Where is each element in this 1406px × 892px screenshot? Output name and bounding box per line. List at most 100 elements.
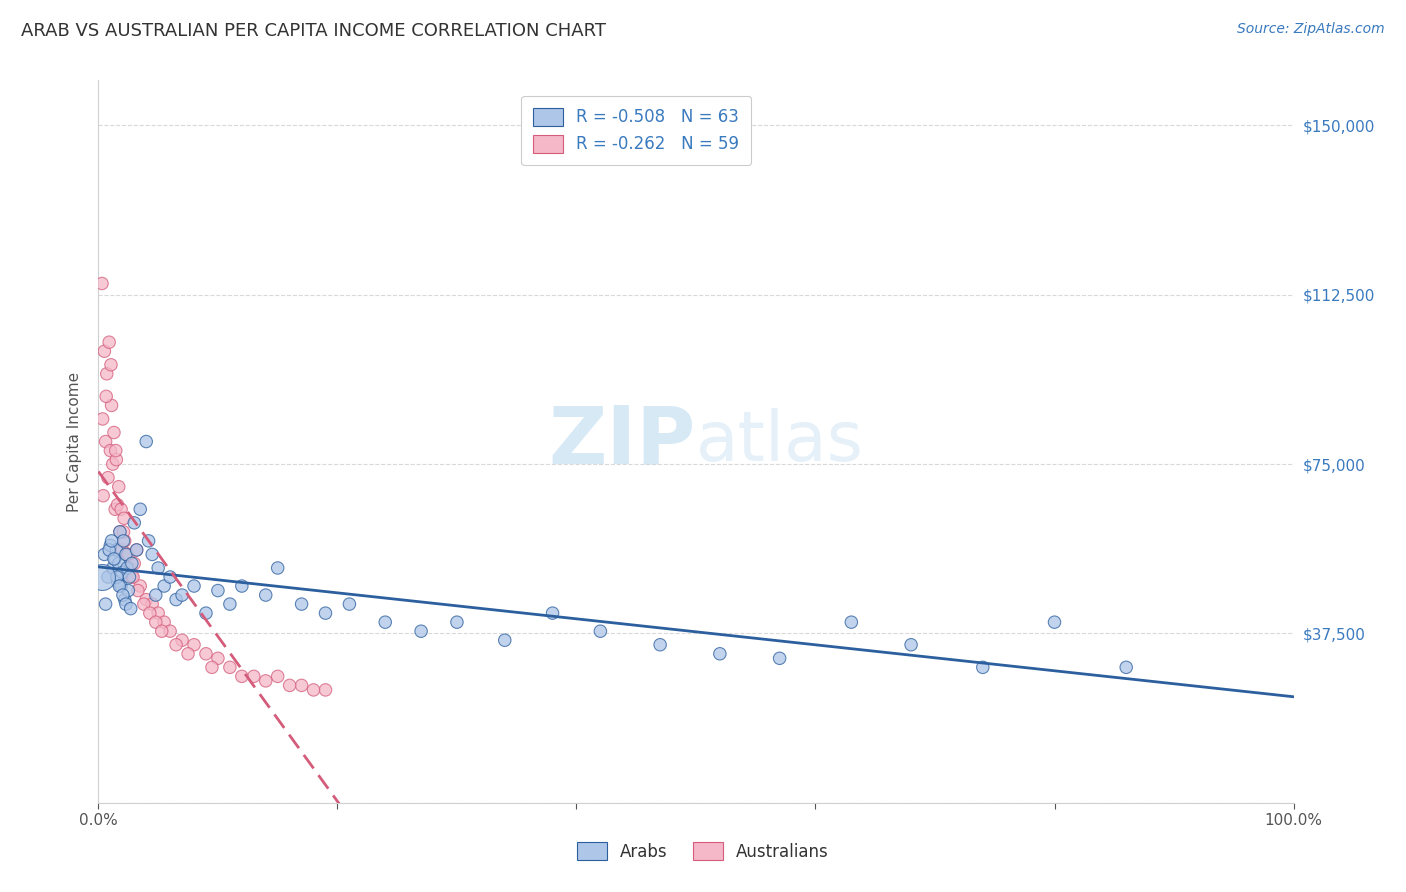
Point	[110, 579, 132, 593]
Point	[411, 624, 433, 639]
Point	[315, 682, 337, 697]
Point	[132, 597, 155, 611]
Point	[94, 597, 117, 611]
Point	[103, 425, 125, 440]
Point	[100, 358, 122, 372]
Point	[446, 615, 468, 630]
Point	[302, 682, 325, 697]
Point	[141, 548, 163, 562]
Point	[108, 524, 131, 539]
Point	[91, 277, 114, 291]
Y-axis label: Per Capita Income: Per Capita Income	[67, 371, 83, 512]
Point	[153, 615, 176, 630]
Text: Source: ZipAtlas.com: Source: ZipAtlas.com	[1237, 22, 1385, 37]
Point	[254, 588, 277, 602]
Point	[315, 606, 337, 620]
Point	[159, 570, 181, 584]
Point	[115, 548, 138, 562]
Point	[97, 470, 120, 484]
Point	[118, 570, 141, 584]
Point	[105, 542, 128, 557]
Point	[172, 588, 194, 602]
Point	[129, 579, 152, 593]
Point	[841, 615, 863, 630]
Point	[172, 633, 194, 648]
Point	[145, 588, 167, 602]
Point	[105, 452, 128, 467]
Point	[541, 606, 564, 620]
Point	[111, 566, 134, 580]
Point	[195, 606, 218, 620]
Point	[125, 542, 148, 557]
Point	[112, 511, 135, 525]
Point	[183, 579, 205, 593]
Point	[1043, 615, 1066, 630]
Point	[267, 669, 290, 683]
Point	[709, 647, 731, 661]
Point	[135, 434, 157, 449]
Point	[141, 597, 163, 611]
Point	[148, 561, 170, 575]
Point	[91, 412, 114, 426]
Text: atlas: atlas	[696, 408, 863, 475]
Point	[374, 615, 396, 630]
Point	[112, 533, 135, 548]
Point	[104, 443, 127, 458]
Point	[650, 638, 672, 652]
Point	[104, 502, 127, 516]
Point	[165, 592, 187, 607]
Point	[1115, 660, 1137, 674]
Point	[115, 561, 138, 575]
Point	[110, 502, 132, 516]
Point	[114, 533, 136, 548]
Point	[243, 669, 266, 683]
Point	[127, 583, 149, 598]
Point	[339, 597, 361, 611]
Point	[589, 624, 612, 639]
Point	[219, 660, 242, 674]
Point	[972, 660, 994, 674]
Text: ARAB VS AUSTRALIAN PER CAPITA INCOME CORRELATION CHART: ARAB VS AUSTRALIAN PER CAPITA INCOME COR…	[21, 22, 606, 40]
Point	[148, 606, 170, 620]
Text: ZIP: ZIP	[548, 402, 696, 481]
Point	[291, 678, 314, 692]
Point	[135, 592, 157, 607]
Point	[98, 542, 121, 557]
Point	[195, 647, 218, 661]
Point	[108, 579, 131, 593]
Point	[91, 489, 114, 503]
Point	[125, 542, 148, 557]
Point	[900, 638, 922, 652]
Point	[117, 583, 139, 598]
Point	[159, 624, 181, 639]
Point	[494, 633, 516, 648]
Point	[107, 574, 129, 589]
Point	[94, 434, 117, 449]
Legend: Arabs, Australians: Arabs, Australians	[571, 836, 835, 868]
Point	[115, 548, 138, 562]
Point	[219, 597, 242, 611]
Point	[231, 579, 253, 593]
Point	[93, 344, 115, 359]
Point	[107, 498, 129, 512]
Point	[207, 651, 229, 665]
Point	[98, 443, 122, 458]
Point	[150, 624, 173, 639]
Point	[107, 557, 129, 571]
Point	[111, 542, 134, 557]
Point	[177, 647, 200, 661]
Point	[124, 557, 146, 571]
Point	[105, 570, 128, 584]
Point	[139, 606, 162, 620]
Point	[108, 524, 131, 539]
Point	[100, 533, 122, 548]
Point	[129, 502, 152, 516]
Point	[115, 597, 138, 611]
Point	[254, 673, 277, 688]
Point	[101, 561, 124, 575]
Point	[121, 570, 143, 584]
Point	[114, 592, 136, 607]
Point	[96, 367, 118, 381]
Point	[98, 335, 121, 350]
Point	[165, 638, 187, 652]
